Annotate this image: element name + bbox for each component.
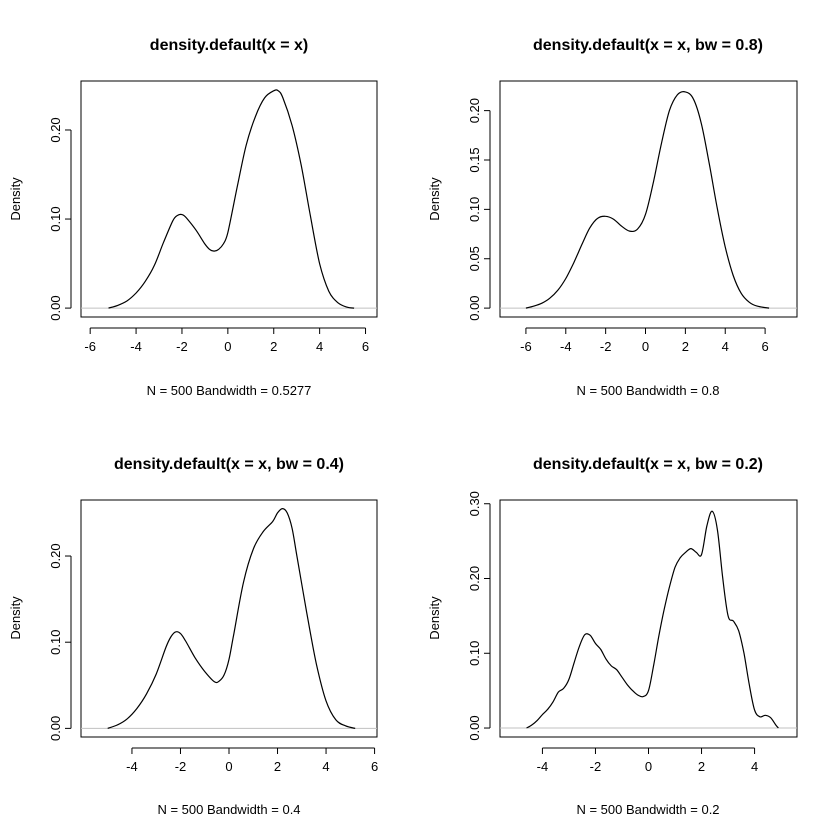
panel-bandwidth-0.4: density.default(x = x, bw = 0.4) N = 500… <box>8 456 378 817</box>
x-axis: -4 -2 0 2 4 <box>537 747 758 774</box>
y-tick-label: 0.15 <box>467 147 482 172</box>
x-tick-label: -4 <box>537 759 549 774</box>
x-tick-label: -6 <box>84 339 96 354</box>
x-tick-label: 4 <box>322 759 329 774</box>
x-axis-label: N = 500 Bandwidth = 0.2 <box>576 802 719 817</box>
x-axis: -6 -4 -2 0 2 4 6 <box>84 327 369 354</box>
x-tick-label: 2 <box>270 339 277 354</box>
x-tick-label: 4 <box>751 759 758 774</box>
x-axis: -6 -4 -2 0 2 4 6 <box>520 327 769 354</box>
x-axis-label: N = 500 Bandwidth = 0.8 <box>576 383 719 398</box>
x-tick-label: 2 <box>274 759 281 774</box>
density-curve <box>108 89 355 309</box>
y-tick-label: 0.20 <box>48 543 63 568</box>
y-axis-label: Density <box>427 177 442 221</box>
y-axis: 0.00 0.10 0.20 <box>48 543 72 741</box>
density-curve <box>526 510 779 729</box>
x-tick-label: 6 <box>362 339 369 354</box>
x-tick-label: -4 <box>560 339 572 354</box>
x-axis-label: N = 500 Bandwidth = 0.4 <box>157 802 300 817</box>
panel-title: density.default(x = x, bw = 0.4) <box>114 456 344 473</box>
plot-frame <box>499 80 798 318</box>
y-tick-label: 0.10 <box>467 197 482 222</box>
x-tick-label: 4 <box>722 339 729 354</box>
panel-bandwidth-default: density.default(x = x) N = 500 Bandwidth… <box>8 37 378 398</box>
y-tick-label: 0.00 <box>48 295 63 320</box>
x-tick-label: -4 <box>126 759 138 774</box>
y-tick-label: 0.10 <box>48 206 63 231</box>
x-tick-label: -2 <box>176 339 188 354</box>
y-axis-label: Density <box>8 596 23 640</box>
x-tick-label: 0 <box>642 339 649 354</box>
x-tick-label: 4 <box>316 339 323 354</box>
y-axis-label: Density <box>427 596 442 640</box>
x-tick-label: -2 <box>175 759 187 774</box>
y-tick-label: 0.00 <box>48 716 63 741</box>
y-tick-label: 0.10 <box>467 641 482 666</box>
x-tick-label: 6 <box>761 339 768 354</box>
plot-frame <box>80 80 378 318</box>
y-tick-label: 0.30 <box>467 491 482 516</box>
plot-frame <box>80 499 378 738</box>
x-tick-label: -2 <box>590 759 602 774</box>
x-tick-label: 0 <box>645 759 652 774</box>
y-axis: 0.00 0.10 0.20 <box>48 117 72 321</box>
x-tick-label: 0 <box>224 339 231 354</box>
x-axis: -4 -2 0 2 4 6 <box>126 747 378 774</box>
y-tick-label: 0.00 <box>467 295 482 320</box>
panel-bandwidth-0.8: density.default(x = x, bw = 0.8) N = 500… <box>427 37 798 398</box>
panel-title: density.default(x = x, bw = 0.2) <box>533 456 763 473</box>
y-tick-label: 0.20 <box>467 98 482 123</box>
y-tick-label: 0.10 <box>48 630 63 655</box>
panel-title: density.default(x = x) <box>150 37 308 54</box>
y-tick-label: 0.00 <box>467 715 482 740</box>
density-curve <box>107 507 356 729</box>
x-tick-label: -6 <box>520 339 532 354</box>
x-tick-label: -4 <box>130 339 142 354</box>
x-tick-label: 0 <box>225 759 232 774</box>
density-curve <box>525 91 770 309</box>
x-tick-label: 2 <box>682 339 689 354</box>
x-axis-label: N = 500 Bandwidth = 0.5277 <box>147 383 312 398</box>
y-axis-label: Density <box>8 177 23 221</box>
x-tick-label: 6 <box>371 759 378 774</box>
x-tick-label: -2 <box>600 339 612 354</box>
panel-bandwidth-0.2: density.default(x = x, bw = 0.2) N = 500… <box>427 456 798 817</box>
plot-frame <box>499 499 798 738</box>
y-axis: 0.00 0.10 0.20 0.30 <box>467 491 491 741</box>
panel-title: density.default(x = x, bw = 0.8) <box>533 37 763 54</box>
y-tick-label: 0.20 <box>48 117 63 142</box>
y-tick-label: 0.20 <box>467 566 482 591</box>
x-tick-label: 2 <box>698 759 705 774</box>
y-tick-label: 0.05 <box>467 246 482 271</box>
y-axis: 0.00 0.05 0.10 0.15 0.20 <box>467 98 491 321</box>
